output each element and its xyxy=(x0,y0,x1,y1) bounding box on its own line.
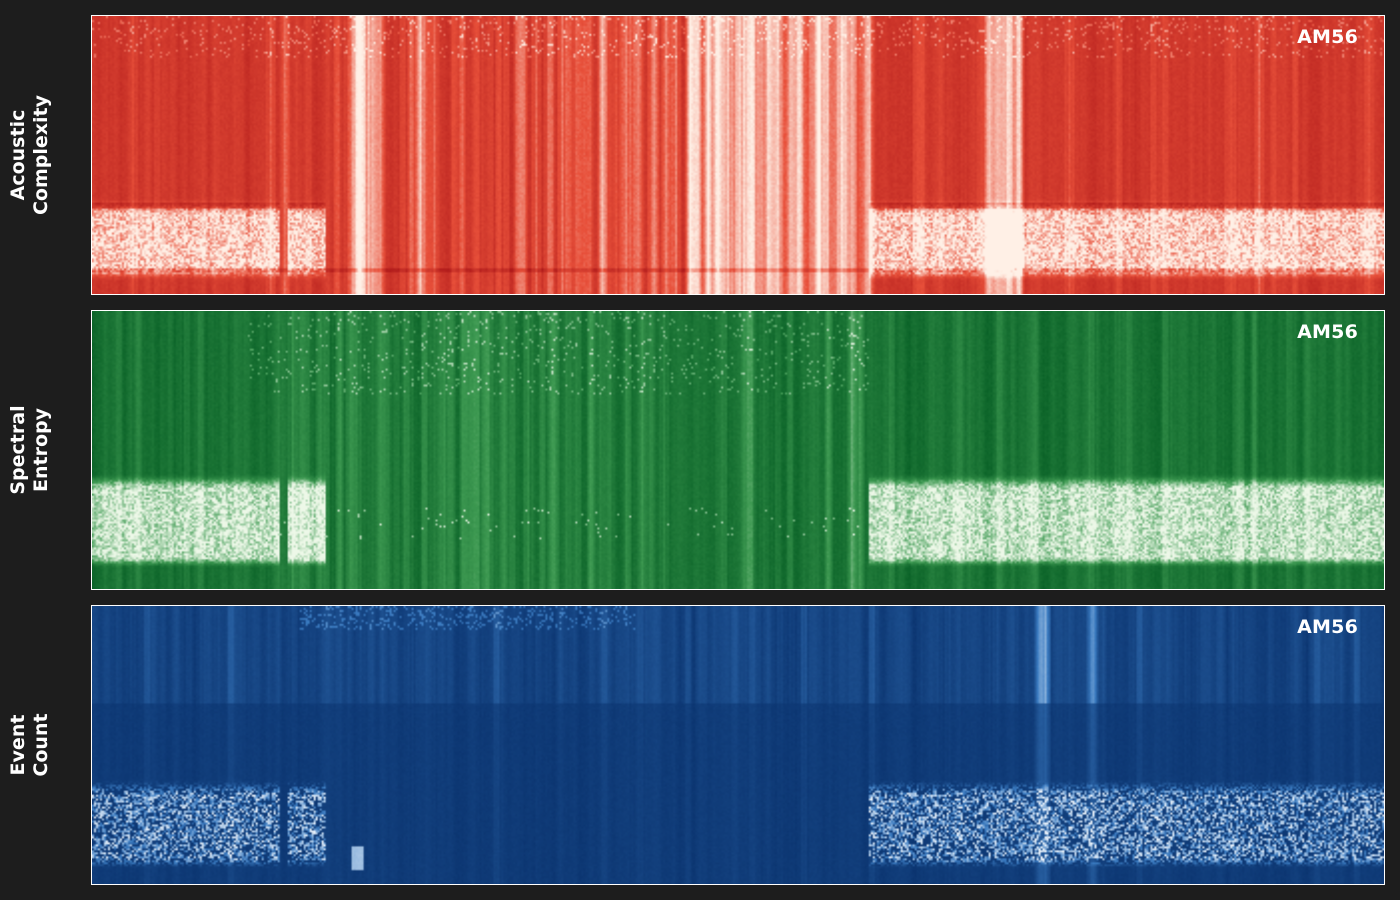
ylabel-line-2: Complexity xyxy=(30,94,52,216)
heatmap-acoustic-complexity xyxy=(92,16,1384,294)
ylabel-line-2: Entropy xyxy=(30,408,52,492)
ylabel-line-1: Spectral xyxy=(7,405,29,495)
panel-event-count: AM56 xyxy=(91,605,1385,885)
ylabel-line-2: Count xyxy=(30,713,52,777)
ylabel-acoustic-complexity: Acoustic Complexity xyxy=(0,15,60,295)
panel-tag-event-count: AM56 xyxy=(1297,616,1358,638)
ylabel-line-1: Acoustic xyxy=(7,109,29,201)
panel-spectral-entropy: AM56 xyxy=(91,310,1385,590)
ylabel-line-1: Event xyxy=(7,714,29,776)
panel-acoustic-complexity: AM56 xyxy=(91,15,1385,295)
heatmap-event-count xyxy=(92,606,1384,884)
heatmap-spectral-entropy xyxy=(92,311,1384,589)
ylabel-spectral-entropy: Spectral Entropy xyxy=(0,310,60,590)
ylabel-event-count: Event Count xyxy=(0,605,60,885)
panel-tag-spectral-entropy: AM56 xyxy=(1297,321,1358,343)
panel-tag-acoustic-complexity: AM56 xyxy=(1297,26,1358,48)
